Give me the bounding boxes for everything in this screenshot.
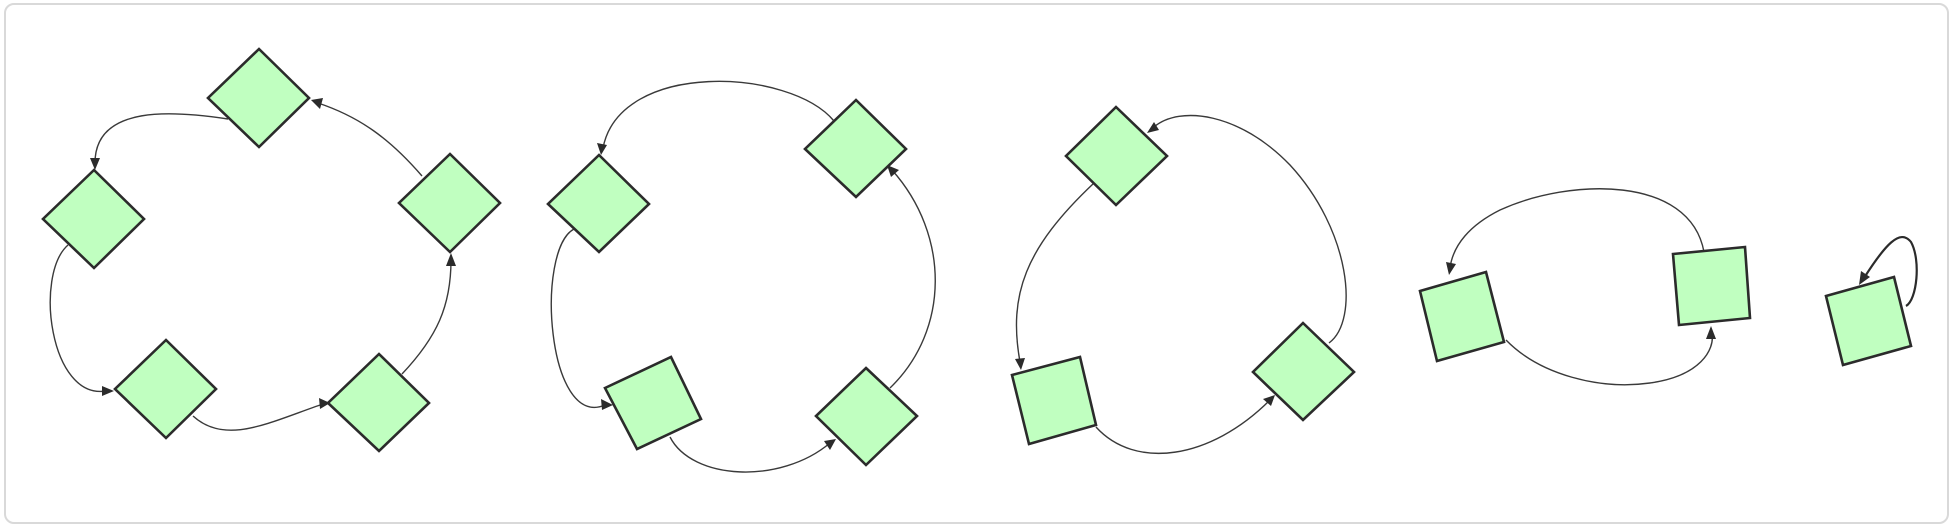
- node-c1-bottomleft: [113, 338, 218, 440]
- edge-c2-topright-to-left: [602, 80, 835, 149]
- arrowhead: [1446, 262, 1456, 275]
- edge-c2-left-to-bottomleft: [550, 228, 606, 409]
- edge-c3-right-to-top: [1153, 114, 1347, 344]
- arrowhead: [601, 399, 613, 410]
- node-c3-right: [1251, 321, 1356, 422]
- arrowhead: [1706, 326, 1716, 339]
- edge-c1-right-to-top: [317, 102, 423, 177]
- edge-c1-top-to-left: [94, 113, 229, 164]
- arrowhead: [1263, 395, 1275, 406]
- diagram-frame: [4, 3, 1949, 524]
- arrowhead: [90, 158, 100, 170]
- edge-c1-left-to-bottomleft: [49, 244, 107, 392]
- node-c5-single: [1824, 275, 1913, 367]
- component-cycle-of-5: [41, 47, 502, 453]
- component-cycle-of-4: [546, 80, 936, 473]
- arrowhead: [102, 386, 114, 396]
- arrowhead: [1859, 271, 1870, 285]
- node-c2-left: [546, 153, 651, 254]
- edge-c3-left-to-right: [1095, 399, 1271, 455]
- edge-c1-bottomright-to-right: [401, 259, 452, 375]
- arrowhead: [824, 439, 836, 450]
- arrowhead: [311, 98, 323, 109]
- node-c1-top: [206, 47, 311, 149]
- node-c2-bottomright: [814, 366, 919, 467]
- arrowhead: [887, 165, 899, 177]
- edge-c5-self-loop: [1863, 236, 1918, 307]
- node-c2-topright: [803, 98, 908, 199]
- node-c4-left: [1418, 270, 1506, 363]
- node-c1-right: [397, 152, 502, 254]
- arrowhead: [597, 143, 607, 155]
- node-c1-left: [41, 168, 146, 270]
- arrowhead: [319, 398, 330, 409]
- node-c3-top: [1064, 105, 1169, 207]
- edge-c1-bottomleft-to-bottomright: [192, 403, 324, 431]
- arrowhead: [446, 253, 456, 266]
- node-c3-left: [1010, 355, 1098, 446]
- arrowhead: [1015, 358, 1025, 370]
- component-cycle-of-2: [1418, 188, 1752, 386]
- component-cycle-of-3: [1010, 105, 1356, 455]
- component-self-loop: [1824, 236, 1918, 367]
- edge-c2-bottomright-to-topright: [889, 169, 936, 389]
- node-c1-bottomright: [326, 352, 431, 453]
- arrowhead: [1147, 122, 1159, 133]
- edge-c4-left-to-right: [1505, 332, 1714, 386]
- node-c2-bottomleft: [603, 355, 703, 451]
- edge-c4-right-to-left: [1449, 188, 1705, 269]
- edge-c3-top-to-left: [1015, 182, 1095, 363]
- edge-c2-bottomleft-to-bottomright: [669, 436, 831, 473]
- node-c4-right: [1671, 245, 1752, 327]
